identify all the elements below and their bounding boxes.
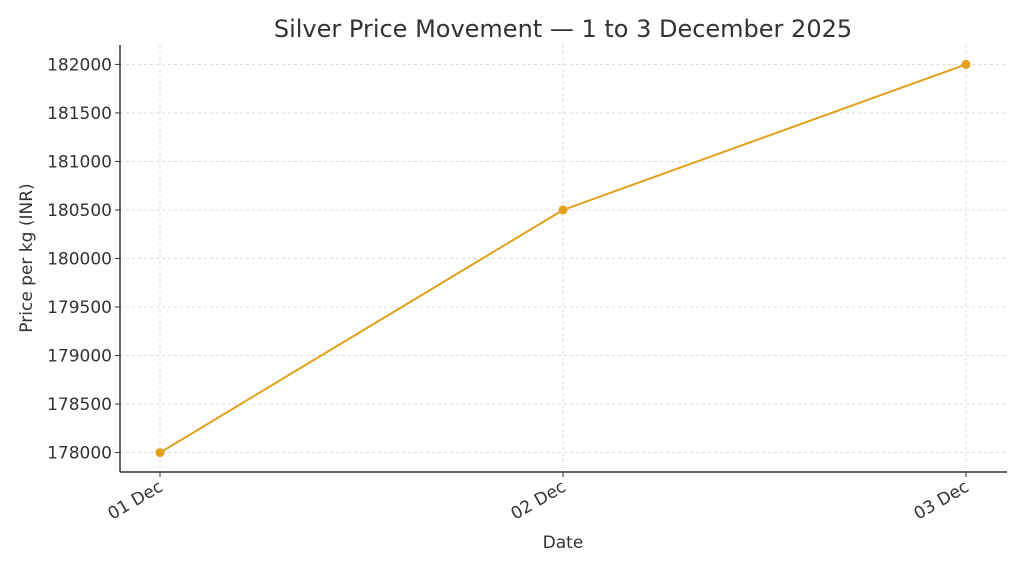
data-point — [155, 448, 165, 458]
y-tick-label: 178500 — [47, 395, 112, 415]
y-tick-label: 181500 — [47, 104, 112, 124]
y-tick-label: 179000 — [47, 347, 112, 367]
x-tick-label: 01 Dec — [105, 477, 167, 524]
y-tick-label: 181000 — [47, 152, 112, 172]
x-tick-label: 03 Dec — [911, 477, 973, 524]
y-tick-label: 180000 — [47, 250, 112, 270]
x-axis-title: Date — [543, 533, 584, 553]
y-tick-label: 178000 — [47, 444, 112, 464]
y-ticks: 178000 178500 179000 179500 180000 180500 1810… — [47, 55, 120, 464]
series — [155, 59, 971, 458]
y-tick-label: 179500 — [47, 298, 112, 318]
y-tick-label: 180500 — [47, 201, 112, 221]
chart-title: Silver Price Movement — 1 to 3 December … — [274, 15, 852, 43]
y-axis-title: Price per kg (INR) — [17, 183, 37, 332]
x-tick-label: 02 Dec — [508, 477, 570, 524]
x-ticks: 01 Dec 02 Dec 03 Dec — [105, 472, 973, 524]
data-point — [558, 205, 568, 215]
data-point — [961, 59, 971, 69]
grid — [120, 45, 1007, 472]
y-tick-label: 182000 — [47, 55, 112, 75]
